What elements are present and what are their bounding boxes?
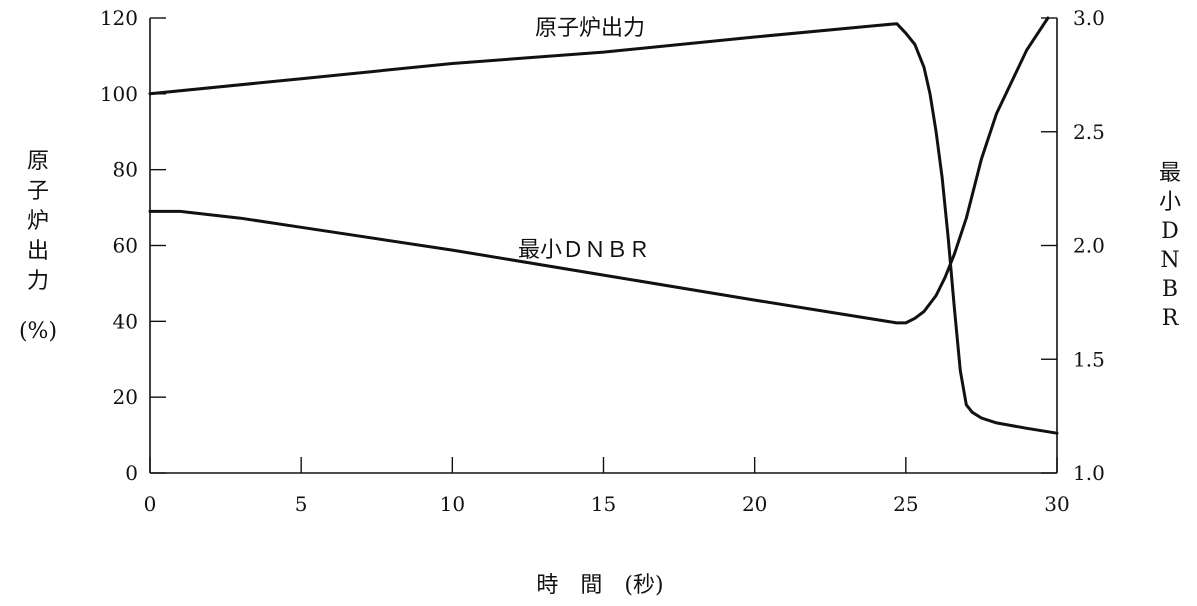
right-y-tick-label: 1.5: [1073, 347, 1105, 371]
x-tick-label: 20: [742, 492, 767, 516]
left-y-tick-label: 40: [113, 309, 138, 333]
left-y-tick-label: 60: [113, 234, 138, 258]
left-y-tick-label: 100: [100, 82, 138, 106]
series-labels: 原子炉出力 最小ＤＮＢＲ: [518, 16, 650, 263]
x-axis-ticks: 0 5 10 15 20 25 30: [144, 457, 1070, 516]
right-y-axis-title: 最小DNBR: [1159, 161, 1181, 331]
series-label-reactor-power: 原子炉出力: [535, 16, 645, 41]
x-tick-label: 10: [440, 492, 465, 516]
right-y-axis-ticks: 1.0 1.5 2.0 2.5 3.0: [1041, 6, 1105, 485]
left-y-tick-label: 20: [113, 385, 138, 409]
left-y-axis-title-char: 出: [27, 239, 49, 264]
left-y-axis-title-char: 炉: [27, 209, 49, 234]
right-y-axis-title-char: 最: [1159, 161, 1181, 186]
left-y-axis-title-char: 力: [27, 269, 49, 294]
x-axis-title: 時 間 (秒): [536, 573, 663, 598]
right-y-axis-title-char: R: [1162, 306, 1180, 331]
left-y-axis-ticks: 0 20 40 60 80 100 120: [100, 6, 166, 485]
left-y-axis-title: 原子炉出力: [27, 149, 49, 294]
x-tick-label: 15: [591, 492, 616, 516]
left-y-tick-label: 120: [100, 6, 138, 30]
left-y-tick-label: 0: [125, 461, 138, 485]
right-y-tick-label: 3.0: [1073, 6, 1105, 30]
series-line-min-dnbr: [148, 16, 1050, 325]
x-tick-label: 0: [144, 492, 157, 516]
right-y-axis-title-char: D: [1161, 219, 1179, 244]
left-y-axis-unit: (%): [19, 319, 57, 344]
x-tick-label: 5: [295, 492, 308, 516]
x-tick-label: 30: [1044, 492, 1069, 516]
series-label-min-dnbr: 最小ＤＮＢＲ: [518, 238, 650, 263]
series-lines: [148, 16, 1059, 435]
right-y-tick-label: 1.0: [1073, 461, 1105, 485]
right-y-axis-title-char: B: [1162, 277, 1178, 302]
x-tick-label: 25: [893, 492, 918, 516]
right-y-tick-label: 2.5: [1073, 120, 1105, 144]
right-y-axis-title-char: N: [1160, 248, 1179, 273]
axis-titles: 原子炉出力 (%) 最小DNBR 時 間 (秒): [19, 149, 1181, 598]
left-y-axis-title-char: 原: [27, 149, 49, 174]
right-y-tick-label: 2.0: [1073, 234, 1105, 258]
left-y-tick-label: 80: [113, 158, 138, 182]
series-line-reactor-power: [148, 22, 1059, 435]
right-y-axis-title-char: 小: [1159, 190, 1181, 215]
left-y-axis-title-char: 子: [27, 179, 49, 204]
